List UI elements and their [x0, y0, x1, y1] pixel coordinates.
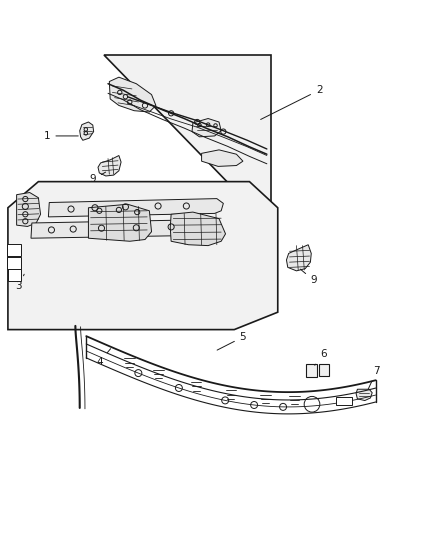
- Polygon shape: [8, 182, 278, 329]
- Polygon shape: [31, 220, 220, 238]
- Text: 5: 5: [217, 332, 246, 350]
- Text: 9: 9: [300, 269, 317, 286]
- Text: 7: 7: [368, 366, 380, 389]
- Polygon shape: [104, 55, 271, 228]
- Polygon shape: [98, 156, 121, 176]
- Text: 2: 2: [261, 85, 322, 119]
- Bar: [336, 397, 352, 405]
- Polygon shape: [170, 212, 226, 246]
- Polygon shape: [80, 122, 94, 140]
- Bar: [7, 244, 21, 256]
- Polygon shape: [48, 199, 223, 217]
- Text: 1: 1: [44, 131, 78, 141]
- Polygon shape: [201, 150, 243, 166]
- Text: 9: 9: [89, 172, 106, 184]
- Polygon shape: [88, 204, 152, 241]
- Bar: [306, 364, 317, 377]
- Polygon shape: [17, 192, 41, 227]
- Text: 4: 4: [96, 349, 110, 367]
- Text: 6: 6: [315, 350, 327, 365]
- Polygon shape: [110, 77, 156, 112]
- Polygon shape: [192, 118, 221, 137]
- Bar: [319, 364, 328, 376]
- Polygon shape: [286, 245, 311, 271]
- Text: 3: 3: [15, 274, 24, 291]
- Polygon shape: [356, 389, 372, 400]
- Bar: [8, 269, 21, 281]
- Bar: [7, 257, 21, 269]
